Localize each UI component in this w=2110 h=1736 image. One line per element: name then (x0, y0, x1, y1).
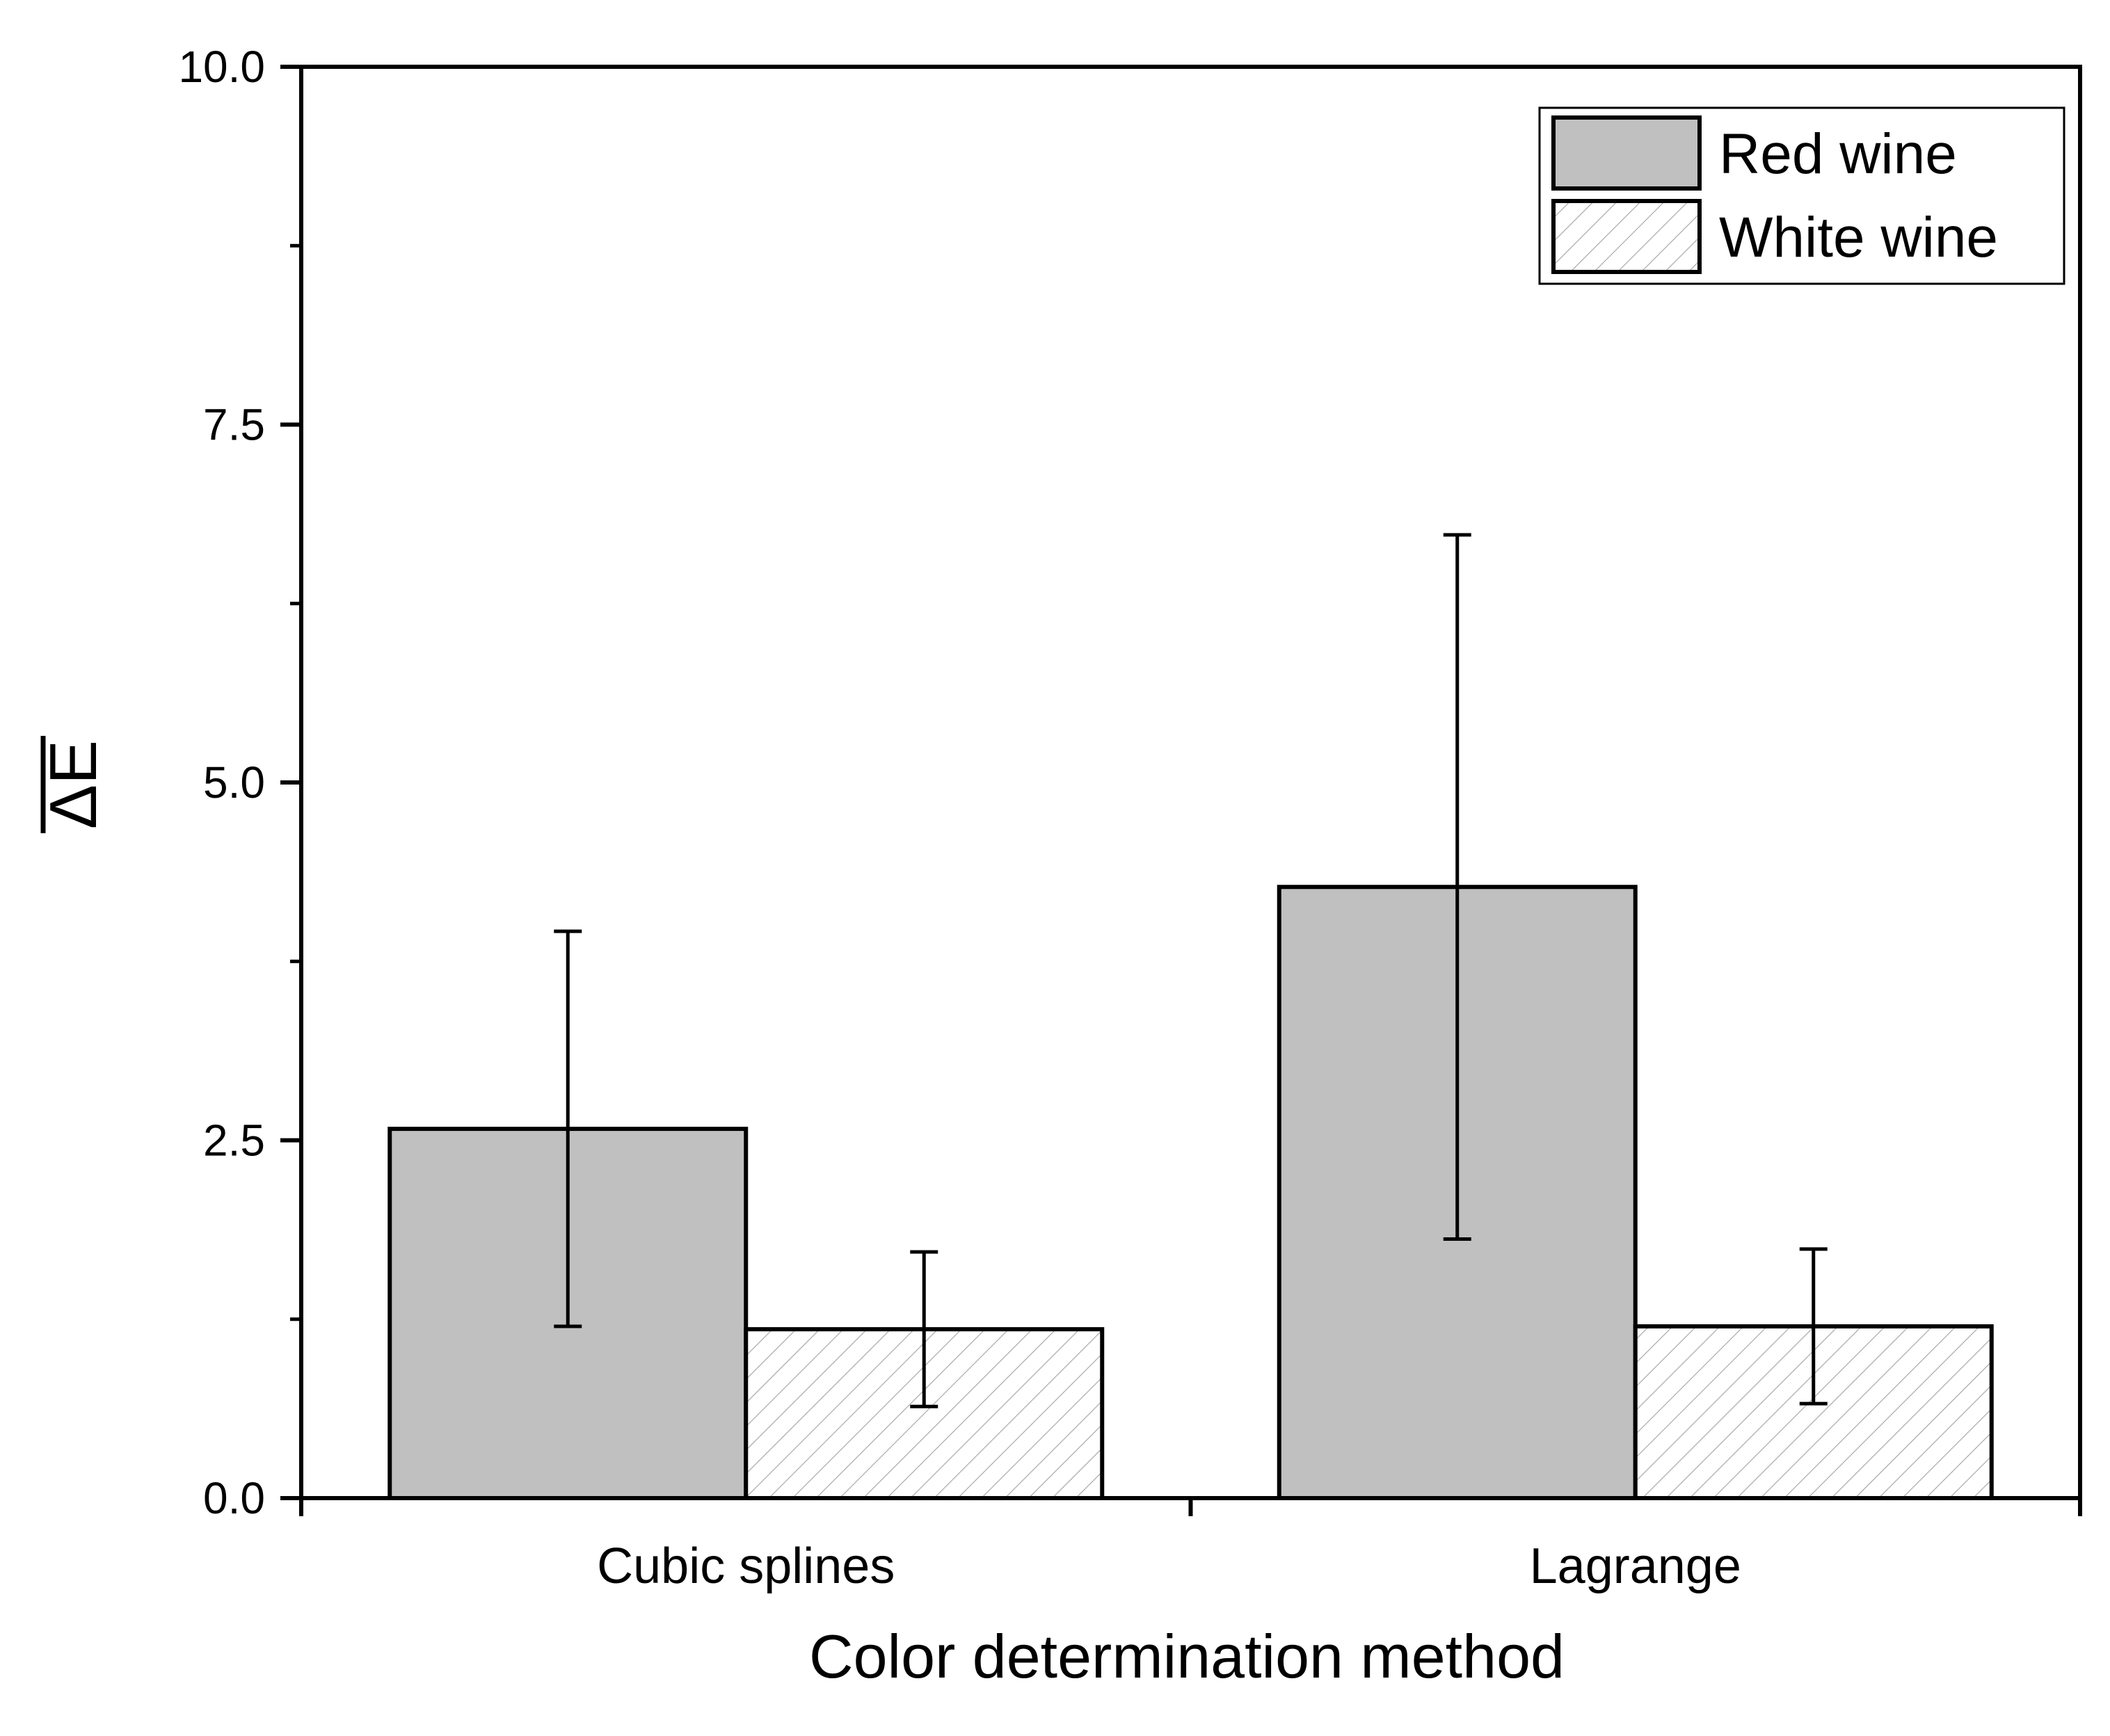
legend-label: Red wine (1719, 122, 1957, 186)
y-tick-label: 7.5 (203, 400, 265, 450)
y-tick-label: 0.0 (203, 1473, 265, 1523)
y-axis-title-group: ΔE (36, 736, 111, 833)
x-category-label: Cubic splines (597, 1538, 895, 1594)
y-tick-label: 2.5 (203, 1116, 265, 1166)
legend-swatch (1551, 115, 1702, 191)
y-tick-label: 5.0 (203, 757, 265, 807)
legend-label: White wine (1719, 206, 1998, 269)
y-tick-label: 10.0 (178, 42, 265, 92)
x-category-label: Lagrange (1530, 1538, 1741, 1594)
legend: Red wine White wine (1538, 106, 2065, 285)
x-axis-title: Color determination method (809, 1622, 1565, 1691)
legend-swatch (1551, 199, 1702, 274)
y-axis-title: ΔE (36, 740, 111, 829)
